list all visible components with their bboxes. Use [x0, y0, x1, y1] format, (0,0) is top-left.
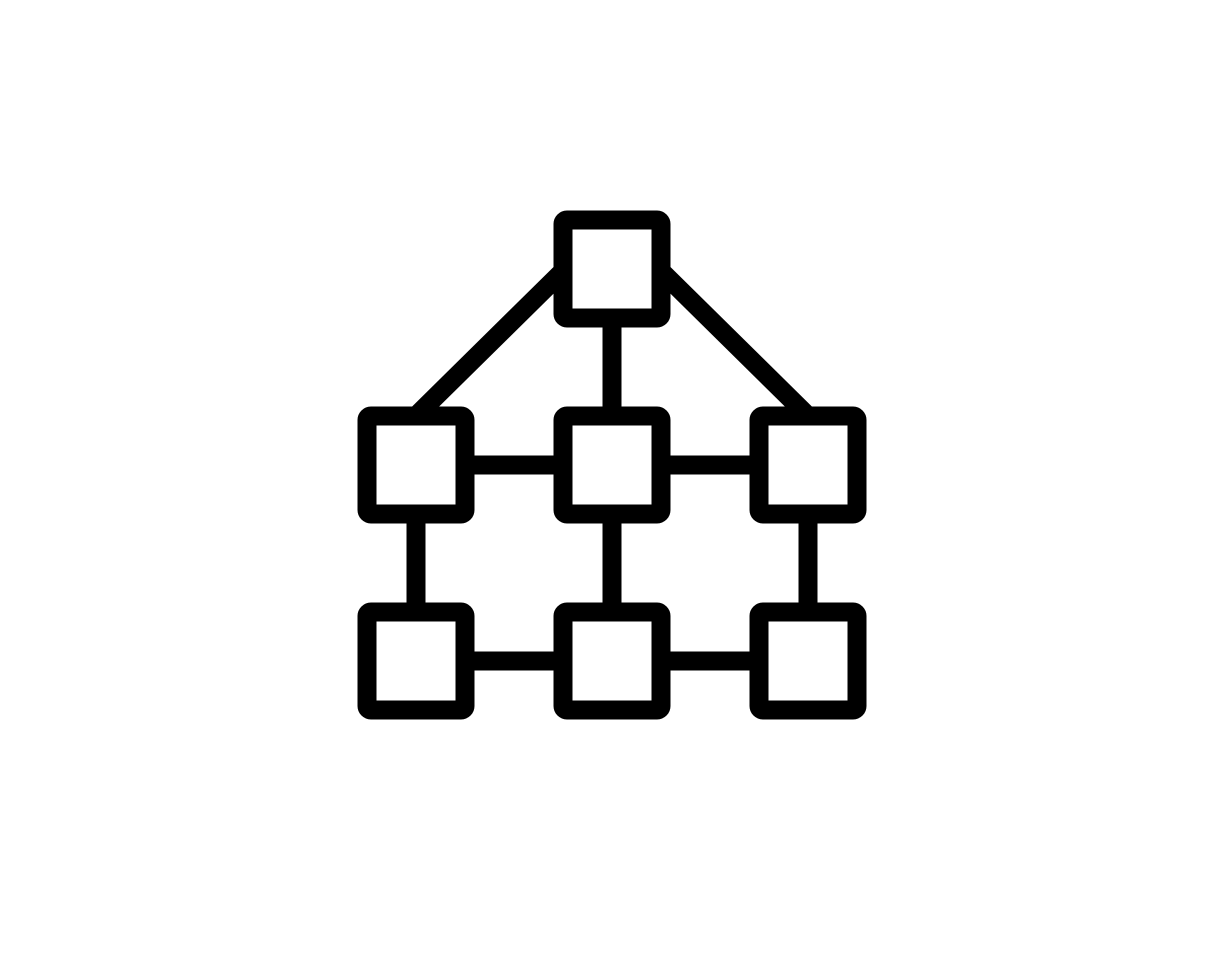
node-box-top: [553, 210, 671, 328]
diagram-edges: [406, 264, 818, 671]
node-box-bottom-center: [553, 602, 671, 720]
node-box-bottom-right: [749, 602, 867, 720]
edge-top-to-middle-left: [409, 264, 570, 423]
node-box-middle-right: [749, 406, 867, 524]
node-box-middle-left: [357, 406, 475, 524]
edge-top-to-middle-right: [654, 264, 815, 423]
node-box-bottom-left: [357, 602, 475, 720]
node-box-middle-center: [553, 406, 671, 524]
diagram-nodes: [357, 210, 867, 720]
